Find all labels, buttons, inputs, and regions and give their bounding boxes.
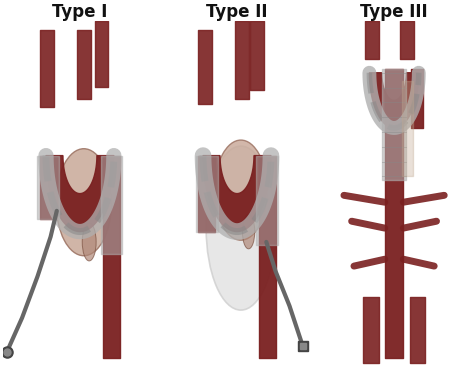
Ellipse shape [206, 146, 275, 310]
Polygon shape [46, 156, 114, 232]
Title: Type II: Type II [206, 3, 268, 21]
Ellipse shape [82, 223, 96, 261]
Title: Type I: Type I [52, 3, 108, 21]
Ellipse shape [215, 140, 267, 240]
Ellipse shape [56, 149, 111, 256]
Ellipse shape [242, 214, 255, 249]
Polygon shape [369, 73, 419, 128]
Polygon shape [203, 156, 271, 232]
Title: Type III: Type III [360, 3, 428, 21]
